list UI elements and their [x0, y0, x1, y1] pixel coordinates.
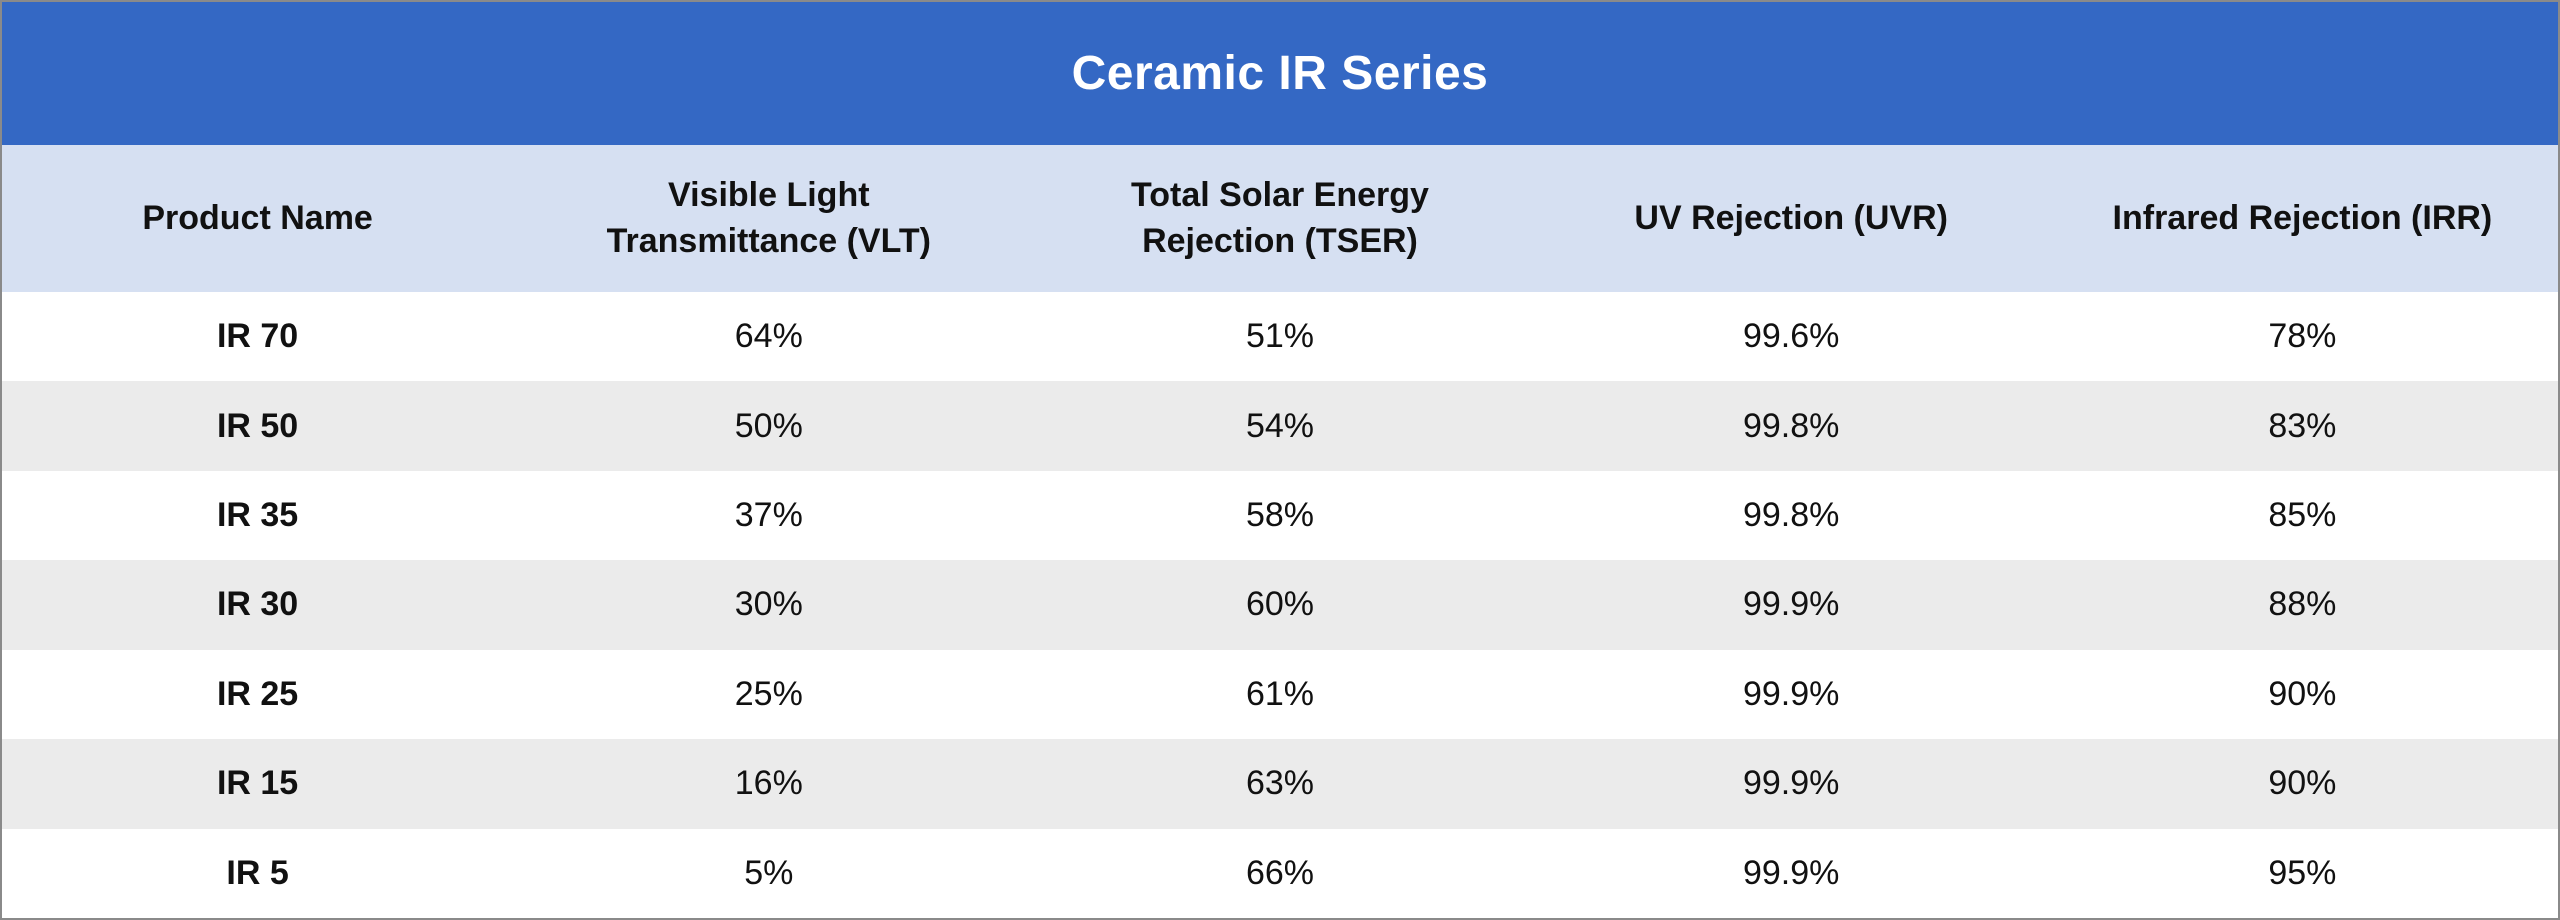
table-row: IR 70 64% 51% 99.6% 78% [2, 292, 2558, 382]
cell-uvr: 99.9% [1742, 764, 1840, 803]
cell-product: IR 35 [216, 496, 299, 535]
cell-irr: 88% [2268, 585, 2337, 624]
cell-product: IR 50 [216, 406, 299, 445]
cell-tser: 61% [1245, 674, 1315, 713]
column-header-tser: Total Solar Energy Rejection (TSER) [1131, 175, 1429, 260]
cell-tser: 54% [1245, 406, 1315, 445]
cell-product: IR 5 [226, 853, 289, 892]
table-header-row: Product Name Visible Light Transmittance… [2, 145, 2558, 292]
cell-uvr: 99.8% [1742, 406, 1840, 445]
cell-tser: 58% [1245, 496, 1315, 535]
table-title-band: Ceramic IR Series [2, 2, 2558, 145]
cell-uvr: 99.8% [1742, 496, 1840, 535]
column-header-uvr: UV Rejection (UVR) [1634, 198, 1948, 237]
cell-vlt: 30% [734, 585, 803, 624]
cell-irr: 78% [2268, 317, 2337, 356]
cell-irr: 95% [2268, 853, 2337, 892]
cell-uvr: 99.9% [1742, 853, 1840, 892]
cell-uvr: 99.9% [1742, 585, 1840, 624]
cell-tser: 63% [1245, 764, 1315, 803]
table-row: IR 30 30% 60% 99.9% 88% [2, 560, 2558, 650]
table-row: IR 35 37% 58% 99.8% 85% [2, 470, 2558, 561]
table-title: Ceramic IR Series [1071, 47, 1489, 100]
cell-tser: 60% [1245, 585, 1315, 624]
cell-vlt: 37% [734, 496, 803, 535]
cell-product: IR 15 [216, 764, 299, 803]
cell-irr: 85% [2268, 496, 2337, 535]
cell-irr: 90% [2268, 674, 2337, 713]
cell-tser: 66% [1245, 853, 1315, 892]
column-header-vlt: Visible Light Transmittance (VLT) [606, 175, 931, 260]
column-header-product-name: Product Name [142, 198, 373, 237]
cell-product: IR 30 [216, 585, 299, 624]
cell-uvr: 99.9% [1742, 674, 1840, 713]
cell-tser: 51% [1245, 317, 1315, 356]
table-row: IR 25 25% 61% 99.9% 90% [2, 649, 2558, 740]
table-row: IR 5 5% 66% 99.9% 95% [2, 828, 2558, 918]
cell-vlt: 64% [734, 317, 803, 356]
cell-vlt: 25% [734, 674, 803, 713]
table-row: IR 15 16% 63% 99.9% 90% [2, 739, 2558, 829]
cell-vlt: 50% [734, 406, 803, 445]
table-body: IR 70 64% 51% 99.6% 78% IR 50 50% 54% 99… [2, 292, 2558, 918]
cell-product: IR 25 [216, 674, 299, 713]
cell-vlt: 16% [734, 764, 803, 803]
table-row: IR 50 50% 54% 99.8% 83% [2, 381, 2558, 471]
column-header-irr: Infrared Rejection (IRR) [2112, 198, 2493, 237]
cell-product: IR 70 [216, 317, 299, 356]
cell-vlt: 5% [744, 853, 794, 892]
cell-irr: 83% [2268, 406, 2337, 445]
cell-uvr: 99.6% [1742, 317, 1840, 356]
cell-irr: 90% [2268, 764, 2337, 803]
